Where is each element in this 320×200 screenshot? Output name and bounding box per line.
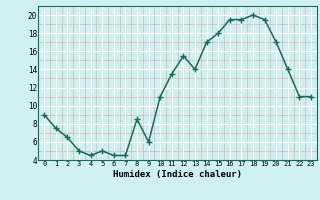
X-axis label: Humidex (Indice chaleur): Humidex (Indice chaleur) — [113, 170, 242, 179]
